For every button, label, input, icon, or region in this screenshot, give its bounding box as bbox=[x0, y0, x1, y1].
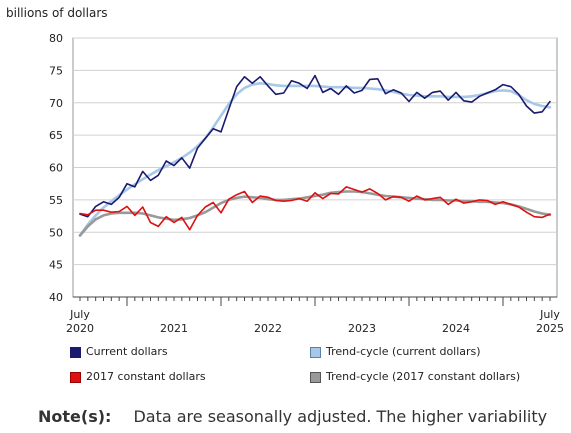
y-tick-label: 80 bbox=[49, 32, 63, 45]
line-chart: billions of dollars 40 45 50 55 60 65 70 75 80 J… bbox=[6, 6, 564, 335]
y-tick-label: 40 bbox=[49, 291, 63, 304]
x-tick-label: 2020 bbox=[66, 322, 94, 335]
series-line-2017-constant-dollars bbox=[79, 186, 551, 231]
x-tick-label: July bbox=[69, 308, 90, 321]
series-line-current-dollars bbox=[79, 74, 551, 218]
x-tick-label: 2023 bbox=[348, 322, 376, 335]
note-label: Note(s): bbox=[38, 407, 112, 426]
series-lines bbox=[78, 74, 552, 237]
series-line-trend-cycle-2017-constant-dollars bbox=[78, 190, 552, 237]
x-tick-label: July bbox=[539, 308, 560, 321]
y-tick-label: 45 bbox=[49, 259, 63, 272]
y-axis-title: billions of dollars bbox=[6, 6, 108, 20]
y-axis-ticks: 40 45 50 55 60 65 70 75 80 bbox=[49, 32, 63, 304]
x-tick-label: 2024 bbox=[442, 322, 470, 335]
x-tick-label: 2022 bbox=[254, 322, 282, 335]
x-tick-label: 2021 bbox=[160, 322, 188, 335]
y-tick-label: 65 bbox=[49, 129, 63, 142]
note: Note(s): Data are seasonally adjusted. Th… bbox=[38, 407, 547, 426]
x-tick-label: 2025 bbox=[536, 322, 564, 335]
y-tick-label: 60 bbox=[49, 162, 63, 175]
note-text: Data are seasonally adjusted. The higher… bbox=[133, 407, 548, 426]
y-tick-label: 75 bbox=[49, 64, 63, 77]
series-line-trend-cycle-current-dollars bbox=[78, 82, 552, 237]
y-tick-label: 50 bbox=[49, 226, 63, 239]
y-tick-label: 70 bbox=[49, 97, 63, 110]
y-tick-label: 55 bbox=[49, 194, 63, 207]
